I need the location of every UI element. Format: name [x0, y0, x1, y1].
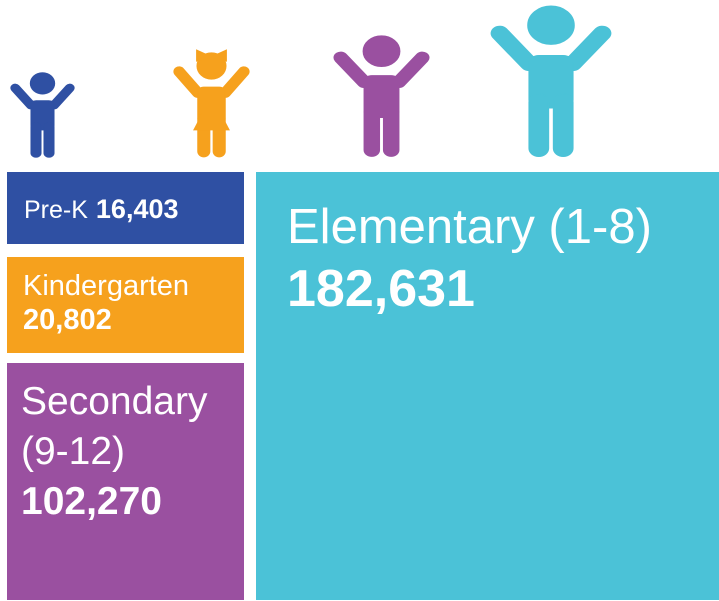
value: 16,403: [95, 194, 179, 224]
icons: [0, 0, 719, 170]
pre-k-icon: [15, 73, 70, 158]
label: Elementary (1-8): [287, 200, 652, 254]
secondary-block: Secondary (9-12) 102,270: [7, 363, 244, 600]
value: 20,802: [23, 304, 112, 336]
kindergarten-icon: [179, 49, 244, 157]
secondary-icon: [341, 36, 422, 157]
value: 182,631: [287, 260, 475, 318]
elementary-icon: [500, 6, 602, 156]
elementary-block: Elementary (1-8) 182,631: [256, 172, 719, 600]
kindergarten-block: Kindergarten 20,802: [7, 257, 244, 353]
label: Pre-K: [24, 196, 88, 224]
label: Secondary (9-12): [21, 380, 208, 473]
pre-k-block: Pre-K 16,403: [7, 172, 244, 244]
value: 102,270: [21, 480, 162, 523]
label: Kindergarten: [23, 270, 190, 302]
